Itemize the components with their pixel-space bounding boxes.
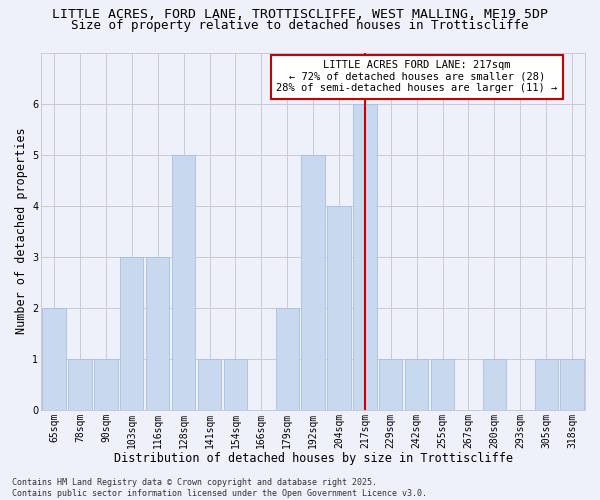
Bar [483,359,506,410]
Bar [405,359,428,410]
Text: Contains HM Land Registry data © Crown copyright and database right 2025.
Contai: Contains HM Land Registry data © Crown c… [12,478,427,498]
Bar [560,359,584,410]
Bar [198,359,221,410]
Bar [120,256,143,410]
Bar [224,359,247,410]
Bar [328,206,350,410]
Bar [353,104,377,410]
Text: LITTLE ACRES, FORD LANE, TROTTISCLIFFE, WEST MALLING, ME19 5DP: LITTLE ACRES, FORD LANE, TROTTISCLIFFE, … [52,8,548,20]
Text: Size of property relative to detached houses in Trottiscliffe: Size of property relative to detached ho… [71,19,529,32]
Bar [535,359,558,410]
Y-axis label: Number of detached properties: Number of detached properties [15,128,28,334]
X-axis label: Distribution of detached houses by size in Trottiscliffe: Distribution of detached houses by size … [113,452,512,465]
Bar [94,359,118,410]
Bar [301,154,325,410]
Bar [275,308,299,410]
Bar [68,359,92,410]
Bar [43,308,66,410]
Bar [379,359,403,410]
Bar [146,256,169,410]
Bar [172,154,195,410]
Text: LITTLE ACRES FORD LANE: 217sqm
← 72% of detached houses are smaller (28)
28% of : LITTLE ACRES FORD LANE: 217sqm ← 72% of … [276,60,557,94]
Bar [431,359,454,410]
